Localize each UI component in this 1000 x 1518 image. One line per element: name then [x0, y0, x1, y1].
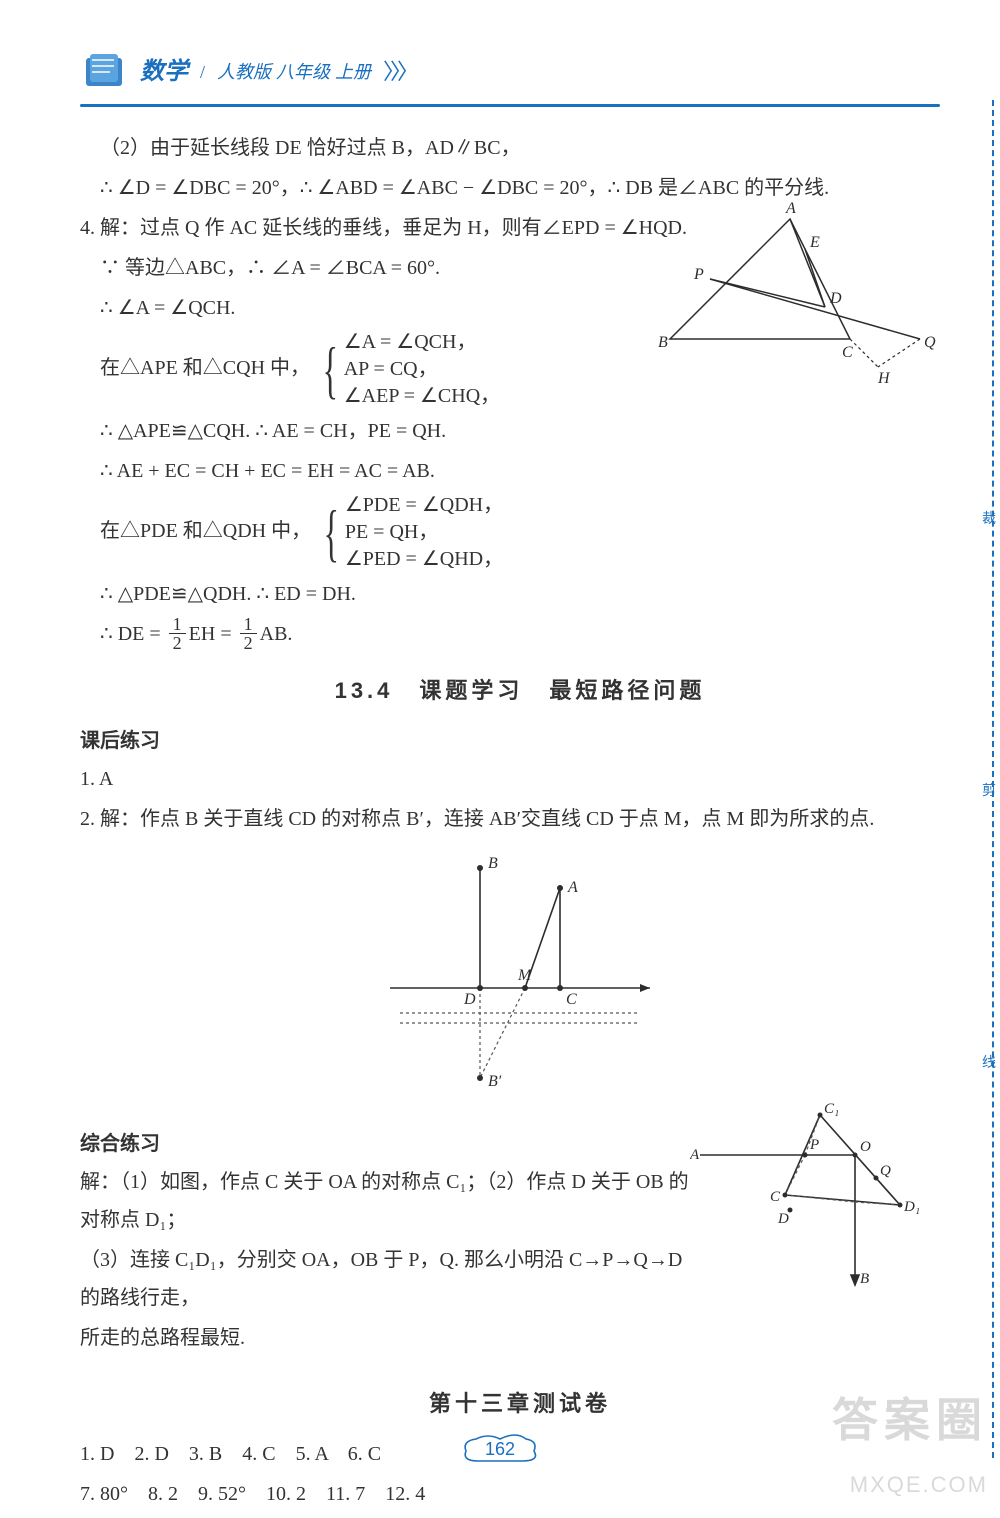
cut-label: 剪 — [982, 779, 996, 806]
section-title: 第十三章测试卷 — [100, 1383, 940, 1425]
subject-title: 数学 — [140, 49, 188, 95]
svg-text:A: A — [567, 879, 578, 896]
svg-text:D: D — [463, 991, 476, 1008]
svg-text:O: O — [860, 1139, 871, 1155]
svg-text:162: 162 — [485, 1439, 515, 1459]
text-line: （2）由于延长线段 DE 恰好过点 B，AD∥BC， — [100, 129, 940, 167]
svg-text:C: C — [566, 991, 577, 1008]
cut-label: 裁 — [982, 507, 996, 534]
book-icon — [80, 48, 128, 96]
page-number: 162 — [458, 1427, 542, 1480]
cut-line: 裁 剪 线 — [992, 100, 994, 1458]
page-content: （2）由于延长线段 DE 恰好过点 B，AD∥BC， ∴ ∠D = ∠DBC =… — [80, 129, 940, 1513]
header-rule — [80, 104, 940, 107]
brace-line: 在△PDE 和△QDH 中， { ∠PDE = ∠QDH， PE = QH， ∠… — [100, 492, 940, 573]
text-line: ∴ △APE≌△CQH. ∴ AE = CH，PE = QH. — [100, 412, 940, 450]
svg-text:B: B — [658, 334, 668, 351]
subsection-title: 课后练习 — [80, 722, 940, 760]
svg-text:E: E — [809, 234, 820, 251]
svg-text:M: M — [517, 967, 533, 984]
svg-text:B: B — [488, 855, 498, 872]
svg-text:B′: B′ — [488, 1073, 502, 1090]
text-line: ∴ DE = 12EH = 12AB. — [100, 615, 940, 654]
svg-text:H: H — [877, 370, 891, 387]
svg-text:P: P — [809, 1137, 819, 1153]
svg-text:D₁: D₁ — [903, 1199, 920, 1215]
text-line: ∴ AE + EC = CH + EC = EH = AC = AB. — [100, 452, 940, 490]
svg-text:D: D — [777, 1211, 789, 1227]
svg-text:A: A — [690, 1147, 700, 1163]
edition-label: 人教版 八年级 上册 — [217, 55, 371, 89]
text-line: ∴ △PDE≌△QDH. ∴ ED = DH. — [100, 575, 940, 613]
text-line: 所走的总路程最短. — [80, 1319, 940, 1357]
svg-text:D: D — [829, 290, 842, 307]
reflection-figure: B A D C M B′ — [100, 848, 940, 1111]
svg-text:P: P — [693, 266, 704, 283]
svg-text:C: C — [770, 1189, 781, 1205]
svg-text:Q: Q — [924, 334, 936, 351]
svg-text:Q: Q — [880, 1163, 891, 1179]
section-title: 13.4 课题学习 最短路径问题 — [100, 670, 940, 712]
answer-line: 1. A — [80, 760, 940, 798]
page-header: 数学 / 人教版 八年级 上册 〉〉〉 — [80, 48, 940, 96]
axis-symmetry-figure: A O B C₁ C P Q D D₁ — [690, 1095, 940, 1295]
svg-text:C: C — [842, 344, 853, 361]
svg-text:A: A — [785, 200, 796, 217]
svg-text:C₁: C₁ — [824, 1101, 839, 1117]
watermark: 答案圈 MXQE.COM — [832, 1377, 988, 1506]
cut-label: 线 — [982, 1051, 996, 1078]
text-line: 2. 解：作点 B 关于直线 CD 的对称点 B′，连接 AB′交直线 CD 于… — [80, 800, 940, 838]
triangle-figure: A B C Q P E D H — [650, 199, 940, 399]
answer-line: 7. 80° 8. 2 9. 52° 10. 2 11. 7 12. 4 — [80, 1475, 940, 1513]
svg-text:B: B — [860, 1271, 869, 1287]
header-arrows: 〉〉〉 — [383, 51, 415, 93]
